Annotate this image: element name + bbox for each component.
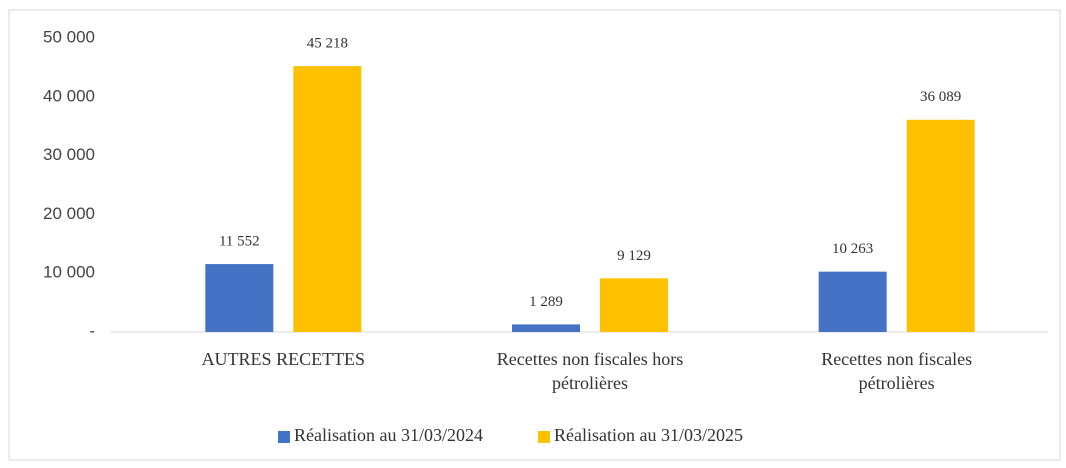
data-label: 45 218 xyxy=(307,36,348,52)
data-label: 9 129 xyxy=(617,248,651,264)
bar xyxy=(512,324,580,332)
x-tick-label: AUTRES RECETTES xyxy=(202,349,366,369)
legend-label: Réalisation au 31/03/2024 xyxy=(294,425,483,445)
legend-swatch xyxy=(538,431,550,443)
y-tick-label: 50 000 xyxy=(43,27,95,46)
y-tick-label: 40 000 xyxy=(43,86,95,105)
chart-frame xyxy=(8,9,1061,461)
legend-label: Réalisation au 31/03/2025 xyxy=(554,425,743,445)
y-tick-label: 30 000 xyxy=(43,145,95,164)
bar xyxy=(205,264,274,332)
bar xyxy=(906,119,975,332)
data-label: 11 552 xyxy=(219,234,260,250)
bar xyxy=(293,66,362,332)
data-label: 1 289 xyxy=(529,294,563,310)
bar xyxy=(818,271,887,332)
legend-swatch xyxy=(278,431,290,443)
x-tick-label: Recettes non fiscales pétrolières xyxy=(821,349,972,393)
x-tick-label: Recettes non fiscales hors pétrolières xyxy=(497,349,683,393)
data-label: 36 089 xyxy=(920,89,961,105)
data-label: 10 263 xyxy=(832,241,873,257)
bar xyxy=(600,278,668,332)
y-tick-label: 10 000 xyxy=(43,263,95,282)
y-tick-label: 20 000 xyxy=(43,204,95,223)
y-tick-label: - xyxy=(89,321,95,340)
